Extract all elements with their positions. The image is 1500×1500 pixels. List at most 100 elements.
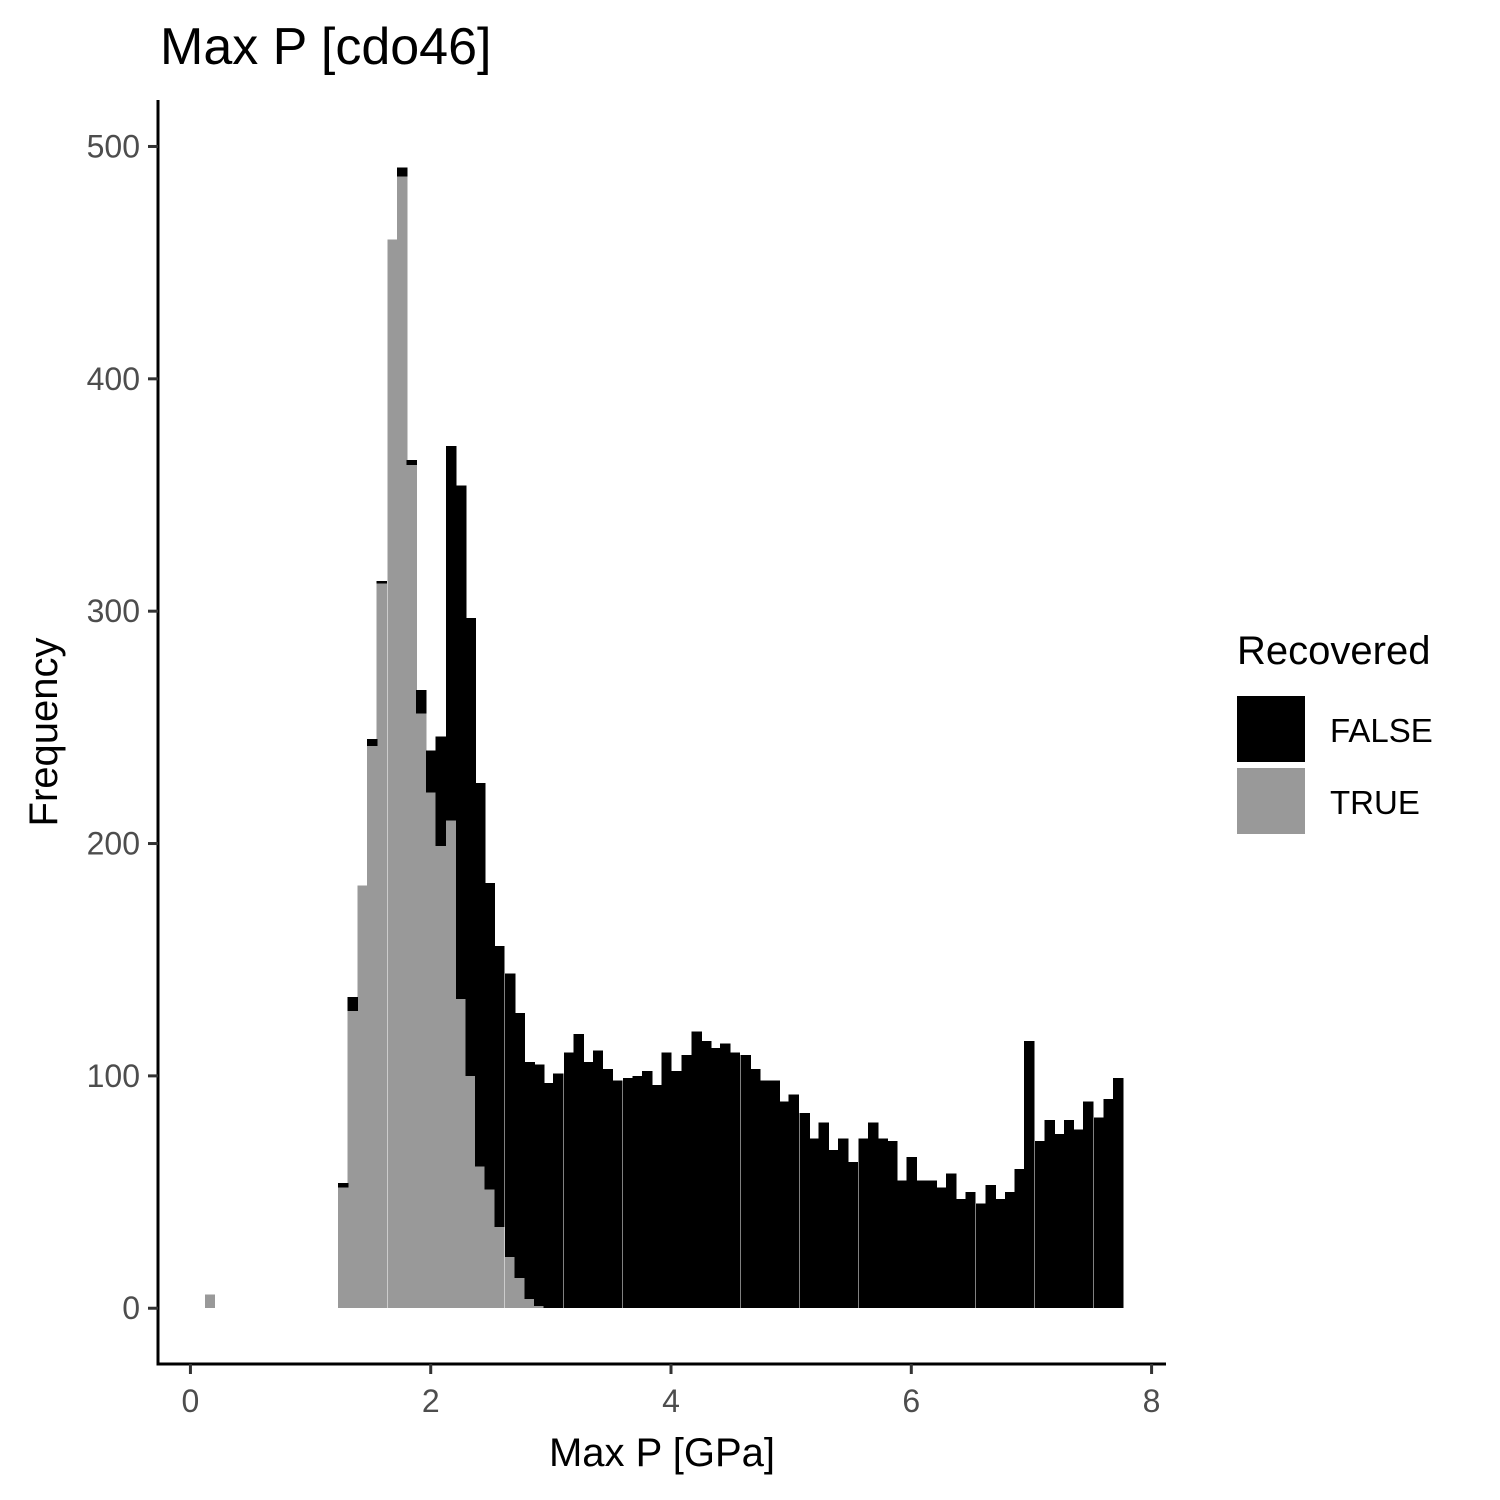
histogram-bar-false bbox=[366, 738, 378, 746]
legend: Recovered FALSE TRUE bbox=[1237, 629, 1433, 834]
histogram-bar-false bbox=[338, 1182, 349, 1188]
x-tick-label: 6 bbox=[902, 1383, 920, 1419]
histogram-bar-false bbox=[602, 1068, 613, 1309]
histogram-bar-false bbox=[917, 1180, 928, 1309]
histogram-bar-false bbox=[710, 1048, 721, 1309]
histogram-bar-false bbox=[946, 1173, 957, 1309]
histogram-bar-true bbox=[505, 1257, 516, 1309]
histogram-bar-false bbox=[524, 1061, 535, 1299]
legend-label-false: FALSE bbox=[1330, 712, 1433, 749]
histogram-bar-true bbox=[475, 1166, 486, 1309]
histogram-bar-false bbox=[700, 1041, 712, 1309]
histogram-bar-false bbox=[505, 973, 516, 1258]
x-tick-label: 4 bbox=[662, 1383, 680, 1419]
y-axis-title: Frequency bbox=[22, 638, 66, 827]
histogram-bar-false bbox=[769, 1080, 780, 1309]
histogram-bar-false bbox=[896, 1180, 908, 1309]
histogram-bar-false bbox=[1113, 1078, 1124, 1309]
histogram-bar-false bbox=[720, 1043, 731, 1309]
histogram-bar-false bbox=[837, 1138, 849, 1309]
histogram-bar-false bbox=[376, 580, 387, 584]
histogram-bar-false bbox=[533, 1064, 545, 1306]
histogram-bar-false bbox=[553, 1073, 564, 1309]
histogram-bar-true bbox=[357, 885, 368, 1309]
y-tick-label: 0 bbox=[122, 1290, 140, 1326]
bars-layer bbox=[204, 167, 1124, 1309]
legend-key-true bbox=[1237, 768, 1305, 834]
histogram-bar-false bbox=[729, 1052, 741, 1309]
histogram-bar-false bbox=[1034, 1140, 1046, 1309]
y-tick-label: 300 bbox=[87, 593, 140, 629]
histogram-bar-false bbox=[691, 1031, 702, 1309]
histogram-bar-false bbox=[847, 1161, 858, 1309]
y-tick-label: 100 bbox=[87, 1058, 140, 1094]
histogram-bar-false bbox=[475, 783, 486, 1167]
histogram-bar-false bbox=[670, 1071, 682, 1309]
histogram-bar-true bbox=[425, 792, 437, 1309]
histogram-bar-false bbox=[455, 485, 467, 1000]
histogram-bar-true bbox=[533, 1305, 545, 1309]
histogram-bar-true bbox=[338, 1187, 349, 1309]
histogram-bar-false bbox=[740, 1054, 752, 1309]
y-tick-label: 200 bbox=[87, 826, 140, 862]
histogram-bar-false bbox=[936, 1187, 947, 1309]
histogram-bar-false bbox=[396, 167, 408, 177]
histogram-bar-false bbox=[612, 1080, 623, 1309]
histogram-bar-true bbox=[446, 820, 457, 1309]
histogram-bar-false bbox=[651, 1085, 663, 1309]
histogram-bar-false bbox=[622, 1078, 634, 1309]
histogram-bar-false bbox=[494, 945, 505, 1227]
histogram-bar-false bbox=[1014, 1168, 1025, 1309]
histogram-bar-false bbox=[818, 1122, 830, 1309]
chart-title: Max P [cdo46] bbox=[160, 18, 491, 76]
legend-title: Recovered bbox=[1237, 629, 1430, 673]
histogram-bar-false bbox=[484, 883, 496, 1190]
histogram-bar-true bbox=[366, 745, 378, 1309]
histogram-bar-false bbox=[965, 1192, 976, 1309]
histogram-bar-true bbox=[387, 239, 398, 1309]
histogram-bar-false bbox=[446, 446, 457, 821]
x-axis-ticks: 0 2 4 6 8 bbox=[182, 1364, 1161, 1419]
legend-key-false bbox=[1237, 696, 1305, 762]
histogram-bar-false bbox=[750, 1068, 761, 1309]
histogram-bar-false bbox=[1082, 1101, 1094, 1309]
histogram-bar-false bbox=[809, 1138, 820, 1309]
histogram-bar-false bbox=[1044, 1120, 1055, 1309]
histogram-bar-false bbox=[1063, 1120, 1075, 1309]
histogram-bar-false bbox=[828, 1150, 839, 1309]
histogram-bar-true bbox=[484, 1189, 496, 1309]
histogram-bar-false bbox=[799, 1113, 810, 1309]
histogram-bar-true bbox=[406, 464, 418, 1309]
histogram-bar-false bbox=[788, 1094, 800, 1309]
histogram-bar-false bbox=[906, 1157, 917, 1309]
histogram-bar-true bbox=[524, 1298, 535, 1309]
histogram-bar-true bbox=[514, 1278, 526, 1309]
histogram-bar-true bbox=[416, 713, 427, 1309]
histogram-bar-true bbox=[396, 176, 408, 1309]
x-tick-label: 2 bbox=[422, 1383, 440, 1419]
histogram-bar-false bbox=[406, 460, 418, 465]
histogram-bar-false bbox=[1093, 1117, 1105, 1309]
histogram-bar-false bbox=[759, 1080, 771, 1309]
histogram-bar-true bbox=[347, 1010, 359, 1309]
histogram-bar-false bbox=[976, 1203, 987, 1309]
legend-label-true: TRUE bbox=[1330, 784, 1420, 821]
histogram-bar-false bbox=[1004, 1192, 1016, 1309]
histogram-bar-false bbox=[1073, 1129, 1084, 1309]
histogram-bar-true bbox=[494, 1226, 505, 1309]
histogram-bar-false bbox=[955, 1199, 967, 1309]
histogram-bar-true bbox=[455, 999, 467, 1309]
histogram-bar-false bbox=[583, 1061, 594, 1309]
histogram-bar-false bbox=[573, 1034, 585, 1309]
histogram-bar-false bbox=[926, 1180, 938, 1309]
histogram-bar-false bbox=[465, 618, 476, 1076]
histogram-bar-true bbox=[376, 583, 387, 1309]
histogram-bar-false bbox=[877, 1138, 888, 1309]
histogram-bar-false bbox=[514, 1013, 526, 1279]
histogram-bar-false bbox=[347, 996, 359, 1011]
histogram-bar-false bbox=[435, 736, 446, 846]
histogram-bar-false bbox=[1103, 1099, 1114, 1309]
x-tick-label: 8 bbox=[1143, 1383, 1161, 1419]
histogram-bar-false bbox=[985, 1185, 997, 1309]
